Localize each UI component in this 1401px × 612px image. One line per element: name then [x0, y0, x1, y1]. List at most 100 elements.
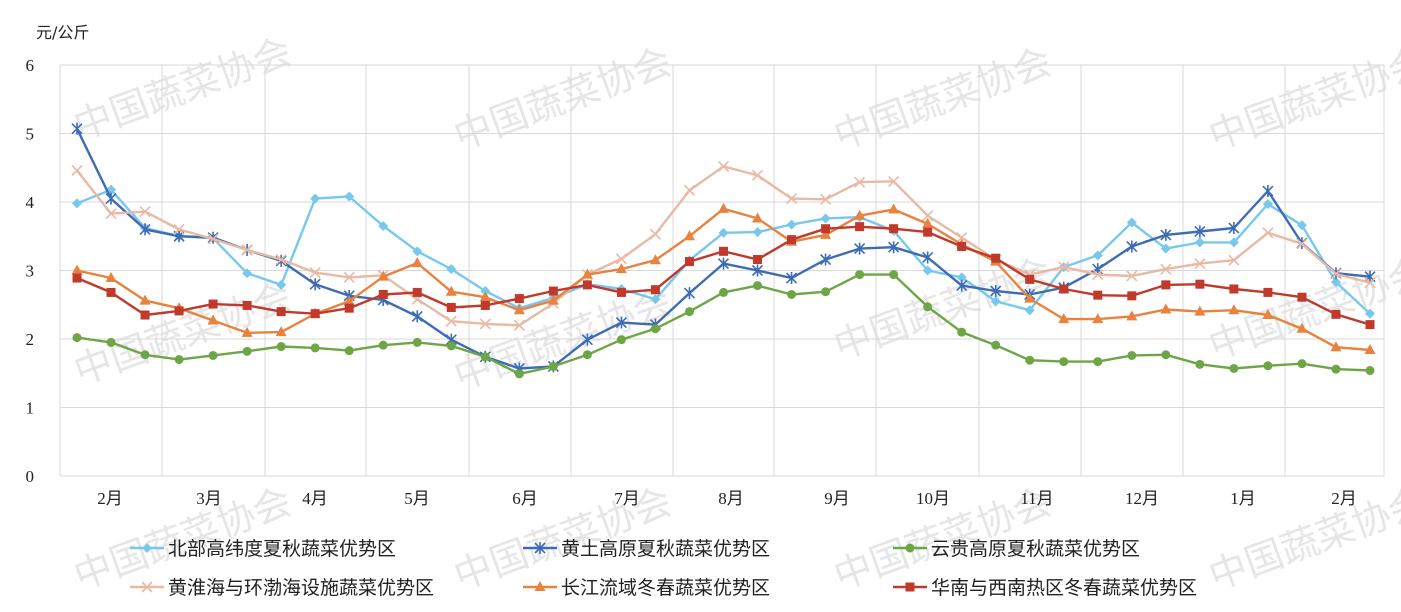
data-point — [309, 278, 321, 291]
data-point — [923, 302, 933, 312]
data-point — [615, 253, 627, 265]
series-2 — [71, 122, 1376, 375]
data-point — [534, 542, 546, 554]
data-point — [616, 287, 626, 297]
data-point — [1296, 322, 1308, 333]
data-point — [1126, 240, 1138, 253]
data-point — [582, 280, 592, 290]
x-tick-label: 11月 — [1020, 489, 1053, 508]
data-point — [1228, 237, 1239, 248]
data-point — [344, 346, 354, 356]
data-point — [1160, 228, 1172, 241]
x-tick-label: 7月 — [614, 489, 640, 508]
data-point — [378, 340, 388, 350]
data-point — [174, 355, 184, 365]
data-point — [1025, 274, 1035, 284]
data-point — [71, 122, 83, 135]
data-point — [820, 253, 832, 266]
legend-entry: 北部高纬度夏秋蔬菜优势区 — [130, 538, 396, 560]
data-point — [309, 266, 321, 279]
data-point — [1263, 361, 1273, 371]
data-point — [1262, 185, 1274, 198]
y-tick-label: 0 — [26, 467, 35, 486]
legend-entry: 云贵高原夏秋蔬菜优势区 — [893, 538, 1140, 560]
data-point — [957, 327, 967, 337]
data-point — [1228, 254, 1240, 266]
data-point — [173, 223, 185, 235]
data-point — [72, 333, 82, 343]
data-point — [991, 253, 1001, 263]
data-point — [276, 342, 286, 352]
data-point — [1126, 217, 1137, 228]
data-point — [1126, 270, 1138, 282]
data-point — [1194, 225, 1206, 238]
data-point — [1365, 308, 1375, 319]
legend-label: 华南与西南热区冬春蔬菜优势区 — [931, 577, 1197, 599]
legend-entry: 黄淮海与环渤海设施蔬菜优势区 — [130, 577, 434, 599]
data-point — [1093, 290, 1103, 300]
data-point — [445, 285, 457, 296]
data-point — [411, 256, 423, 267]
data-point — [106, 337, 116, 347]
data-point — [343, 295, 355, 306]
data-point — [990, 296, 1001, 307]
data-point — [855, 270, 865, 280]
data-point — [480, 352, 490, 362]
data-point — [1228, 222, 1240, 235]
x-tick-label: 4月 — [302, 489, 328, 508]
watermark-text: 中国蔬菜协会 — [68, 274, 297, 393]
series-3 — [72, 270, 1375, 379]
series-5 — [71, 202, 1376, 354]
data-point — [1024, 292, 1036, 303]
data-point — [905, 543, 915, 553]
data-point — [1126, 310, 1138, 321]
data-point — [207, 314, 219, 325]
data-point — [1297, 292, 1307, 302]
data-point — [888, 241, 900, 254]
data-point — [310, 309, 320, 319]
data-point — [139, 206, 151, 218]
data-point — [412, 337, 422, 347]
data-point — [820, 228, 832, 239]
y-axis-unit: 元/公斤 — [36, 23, 89, 42]
data-point — [310, 193, 321, 204]
data-point — [683, 230, 695, 241]
data-point — [1297, 359, 1307, 369]
data-point — [411, 310, 423, 323]
data-point — [1093, 357, 1103, 367]
data-point — [547, 294, 559, 305]
x-tick-label: 9月 — [824, 489, 850, 508]
watermark-text: 中国蔬菜协会 — [1203, 39, 1401, 158]
data-point — [719, 287, 728, 297]
data-point — [956, 232, 968, 244]
data-point — [854, 242, 866, 255]
data-point — [1331, 364, 1341, 374]
data-point — [581, 333, 593, 346]
data-point — [787, 235, 797, 245]
data-point — [174, 306, 184, 316]
data-point — [344, 191, 355, 202]
data-point — [1024, 305, 1035, 316]
data-point — [922, 217, 934, 228]
legend: 北部高纬度夏秋蔬菜优势区 黄土高原夏秋蔬菜优势区 云贵高原夏秋蔬菜优势区黄淮海与环渤… — [130, 538, 1197, 599]
data-point — [1058, 313, 1070, 324]
y-tick-label: 6 — [26, 56, 35, 75]
data-point — [1365, 320, 1375, 330]
data-point — [889, 224, 899, 234]
data-point — [1229, 284, 1239, 294]
data-point — [208, 299, 218, 309]
legend-label: 黄淮海与环渤海设施蔬菜优势区 — [168, 577, 434, 599]
legend-label: 北部高纬度夏秋蔬菜优势区 — [168, 538, 396, 560]
data-point — [1160, 263, 1172, 275]
data-point — [1263, 287, 1273, 297]
data-point — [514, 294, 524, 304]
data-point — [855, 222, 865, 232]
data-point — [1194, 258, 1206, 270]
data-point — [1330, 277, 1341, 288]
data-point — [751, 169, 764, 181]
data-point — [446, 264, 457, 275]
data-point — [1194, 237, 1205, 248]
y-tick-label: 3 — [26, 262, 35, 281]
grid-layer — [59, 64, 1385, 477]
